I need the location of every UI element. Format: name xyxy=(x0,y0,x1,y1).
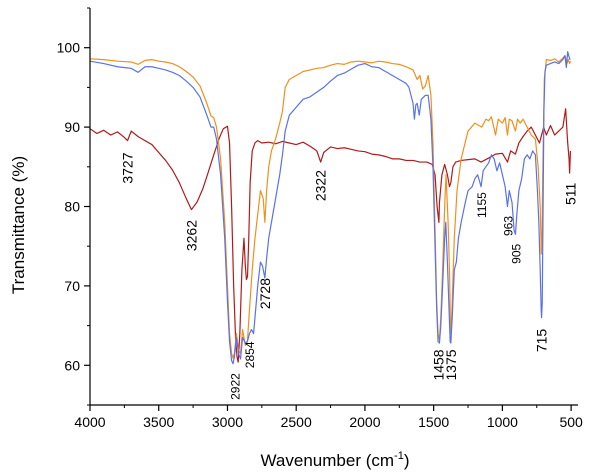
x-tick-label: 2500 xyxy=(281,414,312,430)
peak-label-905: 905 xyxy=(510,243,524,263)
x-axis-title-sup: -1 xyxy=(394,450,404,462)
y-tick-label: 80 xyxy=(64,199,80,215)
series-layer xyxy=(90,51,572,365)
series-line-2 xyxy=(90,55,572,359)
x-tick-label: 4000 xyxy=(74,414,105,430)
peak-label-3262: 3262 xyxy=(183,220,199,251)
x-tick-label: 3500 xyxy=(143,414,174,430)
peak-label-3727: 3727 xyxy=(120,152,136,183)
peak-label-511: 511 xyxy=(562,182,578,205)
y-tick-label: 90 xyxy=(64,119,80,135)
peak-label-2922: 2922 xyxy=(228,373,242,400)
x-axis-title-main: Wavenumber (cm xyxy=(261,451,395,470)
y-axis-title: Transmittance (%) xyxy=(9,156,28,294)
y-tick-label: 100 xyxy=(57,40,81,56)
plot-area xyxy=(90,51,572,365)
x-tick-label: 1500 xyxy=(418,414,449,430)
peak-label-1155: 1155 xyxy=(475,192,489,218)
x-tick-label: 500 xyxy=(559,414,583,430)
y-tick-label: 60 xyxy=(64,357,80,373)
x-axis-title-end: ) xyxy=(404,451,410,470)
x-axis-title: Wavenumber (cm-1) xyxy=(261,450,410,470)
x-tick-label: 2000 xyxy=(349,414,380,430)
series-line-3 xyxy=(90,51,571,365)
peak-label-2854: 2854 xyxy=(243,341,257,368)
peak-label-715: 715 xyxy=(534,329,550,353)
peak-label-1458: 1458 xyxy=(431,349,447,380)
peak-label-2322: 2322 xyxy=(313,170,329,201)
peak-label-1375: 1375 xyxy=(443,349,459,380)
series-line-1 xyxy=(90,108,572,363)
ticks: 4000 3500 3000 2500 2000 1500 1000 500 60 70 80 90 1… xyxy=(57,7,583,430)
y-tick-label: 70 xyxy=(64,278,80,294)
peak-label-963: 963 xyxy=(502,216,516,236)
axes xyxy=(89,8,578,406)
peak-label-2728: 2728 xyxy=(257,278,273,309)
x-tick-label: 1000 xyxy=(487,414,518,430)
x-tick-label: 3000 xyxy=(212,414,243,430)
